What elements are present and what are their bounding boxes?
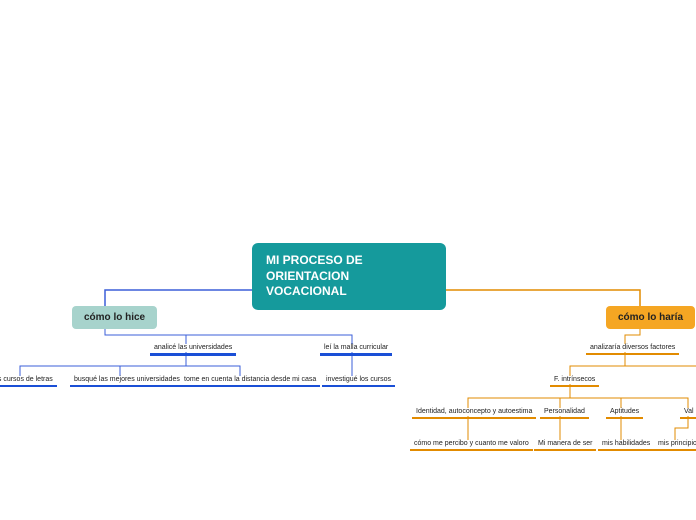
root-title: MI PROCESO DE ORIENTACION VOCACIONAL [266,253,363,298]
label: busqué las mejores universidades [70,376,184,387]
label: leí la malla curricular [320,344,392,356]
r4-principios[interactable]: mis principios [654,440,696,453]
leaf-mejores[interactable]: busqué las mejores universidades [70,376,184,389]
r4-habilidades[interactable]: mis habilidades [598,440,654,453]
label: Aptitudes [606,408,643,419]
label: analizaría diversos factores [586,344,679,355]
label: mis principios [654,440,696,451]
left-sub-analice[interactable]: analicé las universidades [150,344,236,358]
r4-percibo[interactable]: cómo me percibo y cuanto me valoro [410,440,533,453]
label: os cursos de letras [0,376,57,387]
label: Personalidad [540,408,589,419]
r4-manera[interactable]: Mi manera de ser [534,440,596,453]
branch-right[interactable]: cómo lo haría [606,306,695,329]
r3-identidad[interactable]: Identidad, autoconcepto y autoestima [412,408,536,421]
leaf-letras[interactable]: os cursos de letras [0,376,57,389]
label: Val [680,408,696,419]
r3-val[interactable]: Val [680,408,696,421]
r3-personalidad[interactable]: Personalidad [540,408,589,421]
label: Mi manera de ser [534,440,596,451]
branch-left-label: cómo lo hice [84,312,145,323]
left-sub-malla[interactable]: leí la malla curricular [320,344,392,358]
leaf-investigue[interactable]: investigué los cursos [322,376,395,389]
r3-aptitudes[interactable]: Aptitudes [606,408,643,421]
label: cómo me percibo y cuanto me valoro [410,440,533,451]
right-sub-analizaria[interactable]: analizaría diversos factores [586,344,679,357]
leaf-distancia[interactable]: tome en cuenta la distancia desde mi cas… [180,376,320,389]
label: mis habilidades [598,440,654,451]
branch-left[interactable]: cómo lo hice [72,306,157,329]
label: investigué los cursos [322,376,395,387]
branch-right-label: cómo lo haría [618,312,683,323]
root-node[interactable]: MI PROCESO DE ORIENTACION VOCACIONAL [252,243,446,310]
right-sub-intrinsecos[interactable]: F. intrínsecos [550,376,599,389]
label: F. intrínsecos [550,376,599,387]
label: Identidad, autoconcepto y autoestima [412,408,536,419]
label: tome en cuenta la distancia desde mi cas… [180,376,320,387]
label: analicé las universidades [150,344,236,356]
